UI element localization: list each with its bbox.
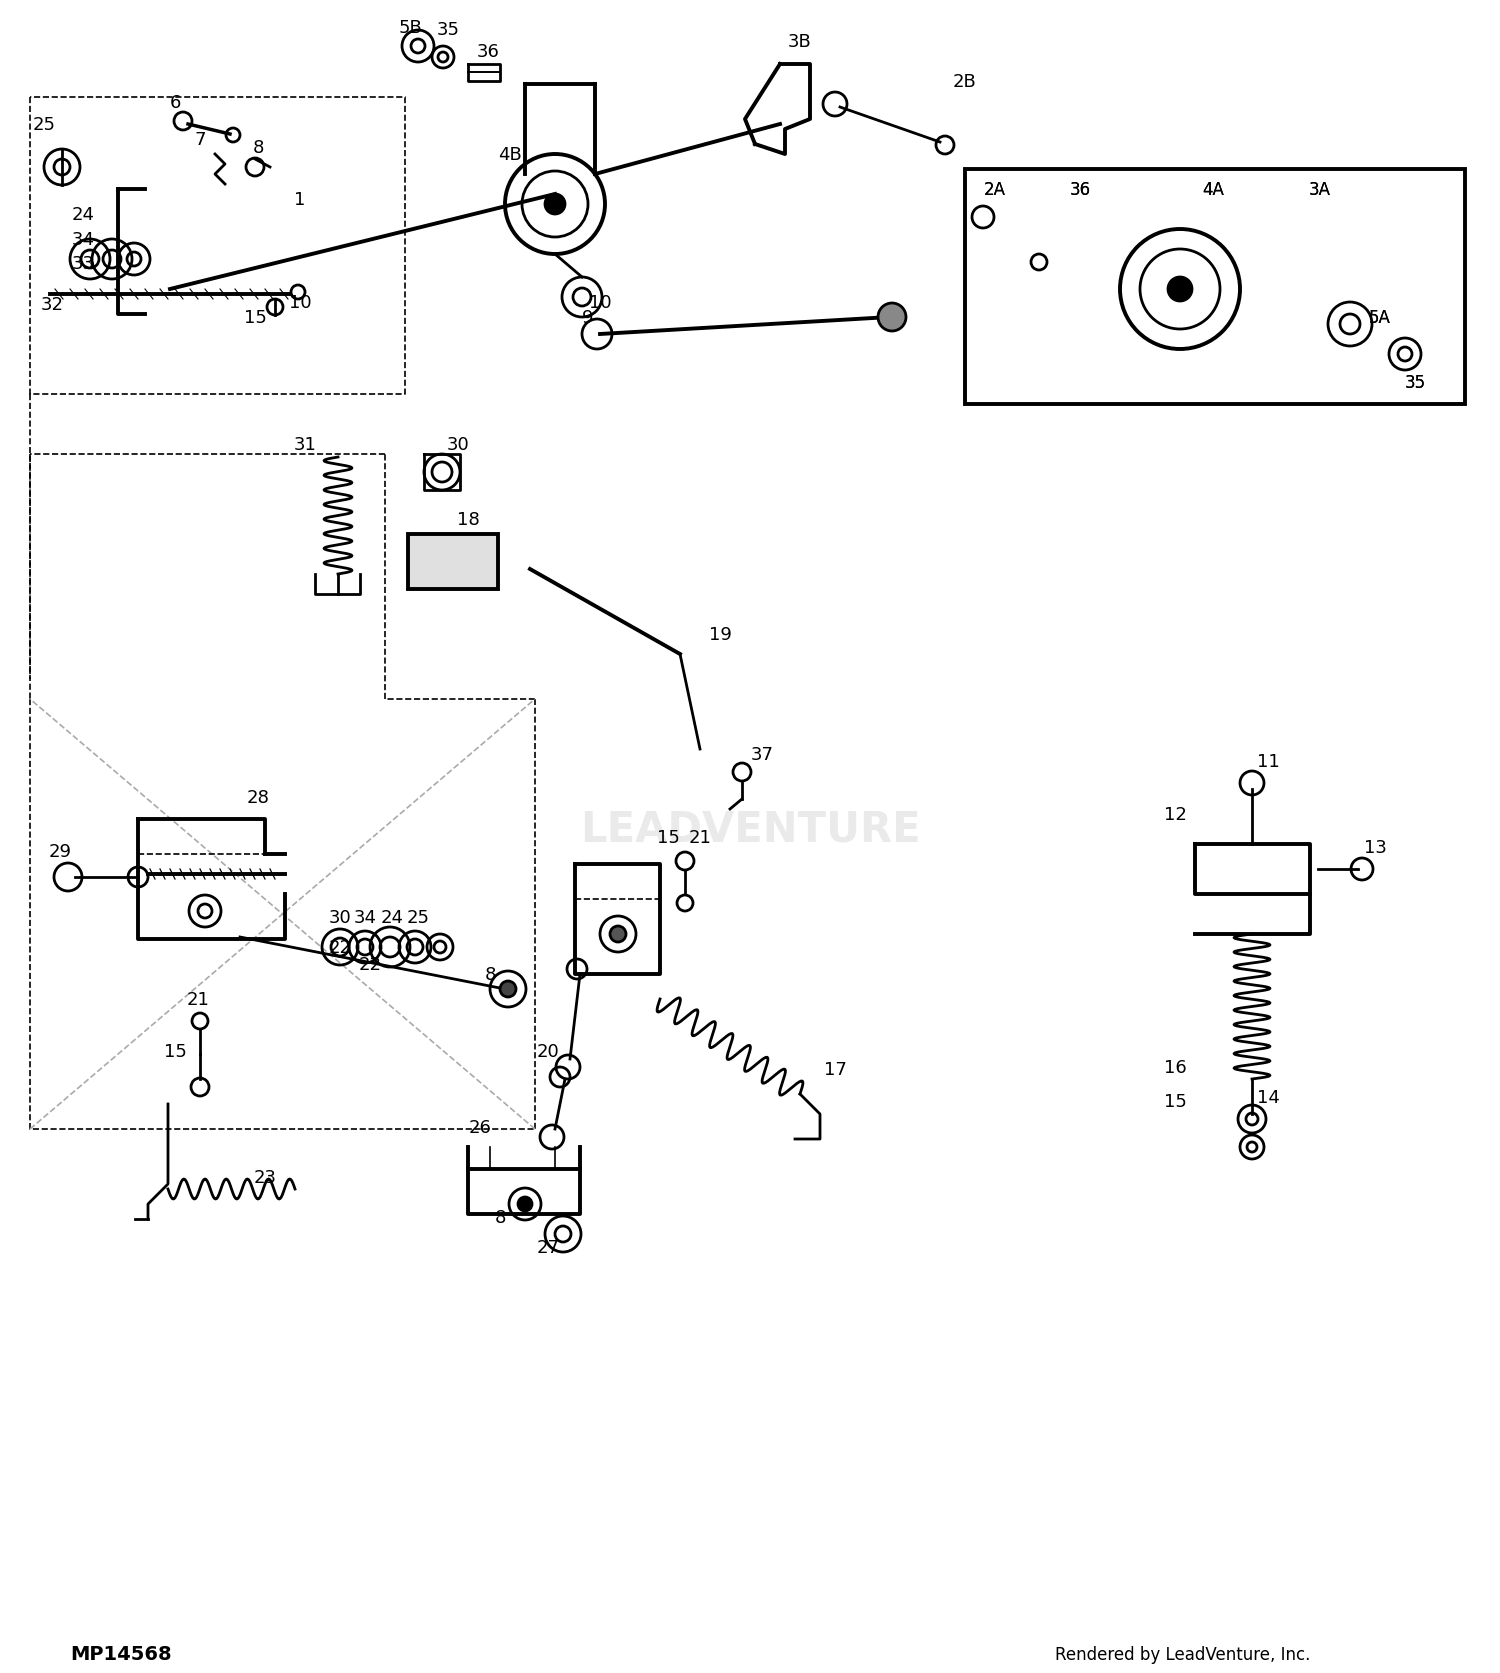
Text: 25: 25 — [406, 908, 429, 927]
Text: 34: 34 — [72, 231, 94, 249]
Text: 16: 16 — [1164, 1059, 1186, 1076]
Text: 10: 10 — [288, 294, 312, 311]
Text: 23: 23 — [254, 1168, 276, 1186]
Text: 35: 35 — [1404, 373, 1425, 391]
Text: 11: 11 — [1257, 753, 1280, 771]
Text: 6: 6 — [170, 94, 180, 112]
Text: 3A: 3A — [1310, 181, 1330, 199]
Text: 10: 10 — [588, 294, 612, 311]
Circle shape — [878, 304, 906, 331]
Text: 29: 29 — [48, 843, 72, 860]
Text: 36: 36 — [1070, 181, 1090, 199]
Text: MP14568: MP14568 — [70, 1645, 171, 1663]
Circle shape — [518, 1198, 532, 1211]
Text: 5B: 5B — [398, 18, 422, 37]
Text: 5A: 5A — [1370, 310, 1390, 326]
Text: 15: 15 — [243, 310, 267, 326]
Text: 9: 9 — [582, 310, 594, 326]
Text: 37: 37 — [750, 746, 774, 763]
Text: 35: 35 — [436, 22, 459, 38]
Text: 2B: 2B — [952, 74, 976, 90]
Text: 34: 34 — [354, 908, 376, 927]
Text: 13: 13 — [1364, 838, 1386, 857]
Text: 5A: 5A — [1370, 310, 1390, 326]
Text: 33: 33 — [72, 254, 94, 273]
Text: 15: 15 — [657, 828, 680, 847]
Text: 3B: 3B — [788, 33, 812, 50]
Bar — [964, 171, 1466, 405]
Text: 22: 22 — [328, 939, 351, 957]
Text: 30: 30 — [447, 435, 470, 453]
Text: 4A: 4A — [1202, 181, 1224, 199]
Text: 27: 27 — [537, 1238, 560, 1256]
Circle shape — [544, 194, 566, 214]
Text: 36: 36 — [477, 43, 500, 60]
Text: 17: 17 — [824, 1061, 846, 1079]
Text: 25: 25 — [33, 115, 56, 134]
Text: 8: 8 — [495, 1208, 506, 1226]
Text: 21: 21 — [186, 990, 210, 1009]
Text: 3A: 3A — [1310, 181, 1330, 199]
Text: 18: 18 — [456, 510, 480, 529]
Text: 2A: 2A — [984, 181, 1006, 199]
Text: 4B: 4B — [498, 146, 522, 164]
Text: 15: 15 — [164, 1042, 186, 1061]
Text: 30: 30 — [328, 908, 351, 927]
Circle shape — [500, 982, 516, 997]
Text: 36: 36 — [1070, 181, 1090, 199]
Text: 20: 20 — [537, 1042, 560, 1061]
Text: 8: 8 — [484, 965, 495, 984]
Text: 4A: 4A — [1202, 181, 1224, 199]
Circle shape — [610, 927, 626, 942]
Text: 2A: 2A — [984, 181, 1006, 199]
Text: 22: 22 — [358, 955, 381, 974]
Circle shape — [1168, 278, 1192, 301]
Text: 12: 12 — [1164, 805, 1186, 823]
Text: Rendered by LeadVenture, Inc.: Rendered by LeadVenture, Inc. — [1054, 1645, 1311, 1663]
Bar — [408, 535, 498, 589]
Text: 32: 32 — [40, 296, 63, 315]
Text: LEADVENTURE: LEADVENTURE — [579, 808, 921, 850]
Text: 21: 21 — [688, 828, 711, 847]
Text: 24: 24 — [72, 206, 94, 224]
Text: 26: 26 — [468, 1118, 492, 1136]
Text: 15: 15 — [1164, 1092, 1186, 1111]
Text: 28: 28 — [246, 788, 270, 806]
Text: 14: 14 — [1257, 1089, 1280, 1106]
Text: 19: 19 — [708, 626, 732, 644]
Text: 24: 24 — [381, 908, 404, 927]
Text: 7: 7 — [195, 130, 206, 149]
Text: 31: 31 — [294, 435, 316, 453]
Text: 1: 1 — [294, 191, 306, 209]
Text: 8: 8 — [252, 139, 264, 157]
Text: 35: 35 — [1404, 373, 1425, 391]
